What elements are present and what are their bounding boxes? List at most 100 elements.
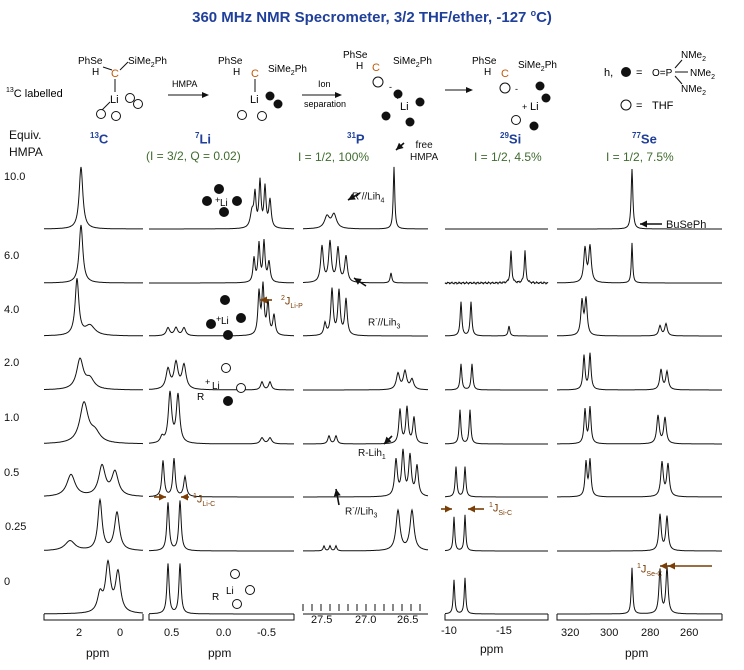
svg-text:C: C [501,68,509,80]
spectrum-col0-row3 [44,357,143,391]
inset2-plus: + [216,314,221,324]
spectrum-col1-row1 [149,239,294,284]
svg-text:THF: THF [652,100,674,112]
svg-text:H: H [233,67,240,78]
spectrum-col4-row0 [557,168,722,230]
inset1-hmpa-top [214,184,224,194]
spectrum-col3-row3 [445,363,548,391]
inset4-thf-right [245,585,255,595]
legend: h, = O=P NMe2 NMe2 NMe2 = THF [604,50,715,112]
axis-p-tick-2: 26.5 [397,614,419,626]
arrow1-label: HMPA [172,79,197,89]
svg-text:Li: Li [400,101,409,113]
spectrum-col3-row1 [444,250,549,285]
svg-text:SiMe2Ph: SiMe2Ph [268,64,307,77]
free-hmpa-label: free HMPA [410,140,439,163]
svg-text:PhSe: PhSe [472,56,497,67]
params-p31: I = 1/2, 100% [298,150,370,164]
svg-text:-: - [389,82,392,92]
j-li-p-arrow-head [260,296,267,304]
axis-frame-0 [43,614,144,621]
inset2-hmpa-right [236,313,246,323]
svg-text:=: = [636,100,642,112]
nucleus-li7: 7Li [195,131,212,147]
row-label-3: 2.0 [4,357,20,369]
species-1: PhSe H C SiMe2Ph Li [78,56,167,121]
row-label-5: 0.5 [4,467,20,479]
inset4-li: Li [226,586,234,597]
row-label-1: 6.0 [4,250,20,262]
spectrum-col4-row7 [557,566,723,615]
spectrum-col1-row7 [149,563,294,615]
j-si-c-arrow-right-head [468,505,475,513]
svg-text:O=P: O=P [652,68,673,79]
species-3: PhSe H C SiMe2Ph - + Li [343,50,432,127]
inset2-hmpa-left [206,319,216,329]
nucleus-c13: 13C [90,131,109,147]
row-label-0: 10.0 [4,171,26,183]
axis-li-unit: ppm [208,646,232,660]
nucleus-se77: 77Se [632,131,657,147]
row-label-7: 0 [4,576,11,588]
inset2-li: Li [221,316,229,327]
svg-text:Ion: Ion [318,79,331,89]
r-lih4-arrow-head [348,193,356,200]
j-se-c-arrow-right-head [668,562,675,570]
axis-se-tick-2: 280 [641,627,660,639]
j-li-c-arrow-left-head [159,493,166,501]
axis-se-tick-0: 320 [561,627,580,639]
svg-text:h,: h, [604,67,613,79]
inset2-hmpa-top [220,295,230,305]
inset1-hmpa-left [202,196,212,206]
svg-text:Li: Li [530,101,539,113]
svg-text:=: = [636,67,642,79]
svg-text:C: C [251,68,259,80]
svg-text:H: H [484,67,491,78]
axis-p-tick-1: 27.0 [355,614,377,626]
spectrum-col3-row2 [445,301,548,337]
busephe-label: BuSePh [666,219,707,231]
r-lih1-label: R-Lih1 [358,448,386,461]
axis-c-unit: ppm [86,646,110,660]
params-li7: (I = 3/2, Q = 0.02) [146,149,241,163]
nucleus-si29: 29Si [500,131,522,147]
spectrum-col4-row4 [557,406,722,445]
spectrum-col4-row3 [557,352,722,391]
j-se-c-arrow-left-head [660,562,667,570]
axis-se-tick-1: 300 [600,627,619,639]
axis-c-tick-1: 0 [117,627,124,639]
busephe-arrow-head [640,220,647,228]
spectrum-col3-row4 [445,409,548,445]
spectrum-col4-row6 [557,513,722,552]
spectrum-col2-row4 [303,405,428,445]
axis-si-tick-1: -15 [496,625,512,637]
spectrum-col0-row2 [44,278,143,337]
svg-text:SiMe2Ph: SiMe2Ph [518,60,557,73]
spectrum-col1-row4 [148,390,294,445]
svg-text:PhSe: PhSe [343,50,368,61]
spectrum-col3-row6 [444,514,548,552]
p-axis-ticks [302,604,421,611]
axis-se-tick-3: 260 [680,627,699,639]
spectrum-col4-row1 [557,242,722,284]
axis-se-unit: ppm [625,646,649,660]
inset1-hmpa-right [232,196,242,206]
free-hmpa-arrow-head [396,142,404,150]
inset4-r: R [212,592,219,603]
spectrum-col2-row3 [303,368,428,391]
spectrum-col3-row5 [445,466,548,498]
spectrum-col0-row4 [44,401,143,445]
r-lih4-label: R-//Lih4 [352,190,385,205]
reaction-scheme: PhSe H C SiMe2Ph Li HMPA PhSe H C SiMe2P… [6,50,715,131]
inset3-plus: + [205,377,210,387]
inset1-hmpa-bottom [219,207,229,217]
nucleus-p31: 31P [347,131,365,147]
svg-text:+: + [522,102,527,112]
svg-text:NMe2: NMe2 [690,68,715,81]
equiv-header: Equiv. HMPA [9,128,43,159]
inset1-plus: + [215,195,220,205]
j-li-c-arrow-right-head [181,493,188,501]
r-lih3-label-2: R-//Lih3 [345,505,378,520]
spectrum-col2-row5 [303,448,429,498]
inset3-thf-right [236,383,246,393]
